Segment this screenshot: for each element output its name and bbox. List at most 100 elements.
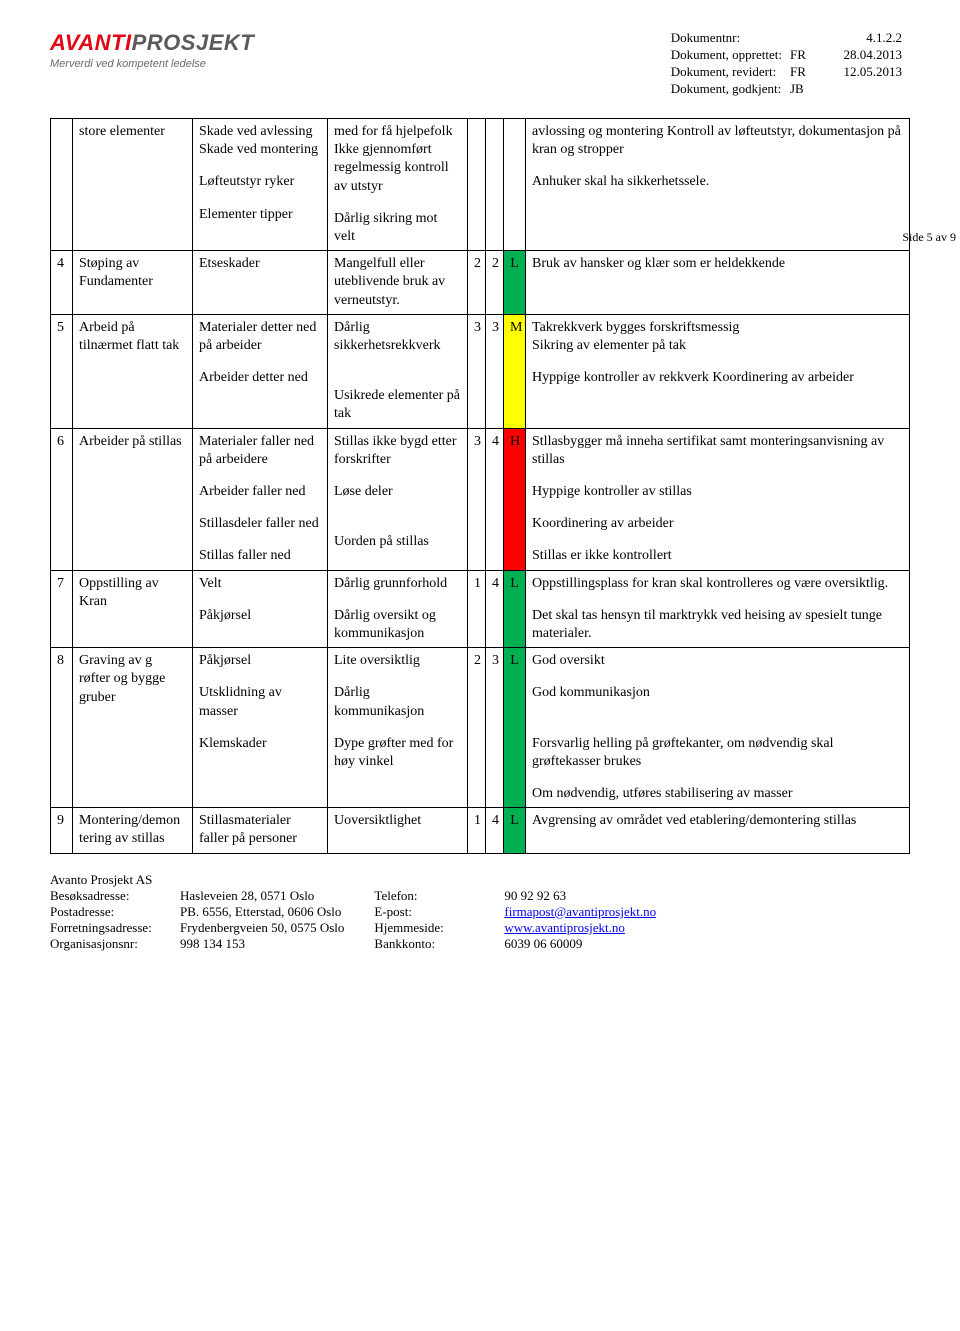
cell-paragraph: 3 [474, 433, 479, 451]
consequence-cell: 3 [486, 314, 504, 428]
footer-label: Postadresse: [50, 904, 180, 920]
cell-paragraph: God kommunikasjon [532, 684, 903, 702]
footer-label: Besøksadresse: [50, 888, 180, 904]
risk-cell [504, 119, 526, 251]
logo-part-2: PROSJEKT [132, 30, 255, 55]
cell-paragraph: L [510, 575, 519, 593]
footer-value: Hasleveien 28, 0571 Oslo [180, 888, 314, 903]
footer-website-link[interactable]: www.avantiprosjekt.no [504, 920, 624, 935]
measure-cell: Stllasbygger må inneha sertifikat samt m… [526, 428, 910, 570]
measure-cell: God oversikt God kommunikasjon Forsvarlig … [526, 648, 910, 808]
cause-cell: med for få hjelpefolk Ikke gjennomført r… [328, 119, 468, 251]
cell-paragraph: 5 [57, 319, 66, 337]
hazard-cell: Materialer detter ned på arbeiderArbeide… [193, 314, 328, 428]
footer-line: Bankkonto:6039 06 60009 [374, 936, 656, 952]
cell-paragraph: Stillas ikke bygd etter forskrifter [334, 433, 461, 469]
cell-paragraph: Dårlig kommunikasjon [334, 684, 461, 720]
hazard-cell: Materialer faller ned på arbeidereArbeid… [193, 428, 328, 570]
cell-paragraph: 3 [492, 652, 497, 670]
risk-table: store elementerSkade ved avlessingSkade … [50, 118, 910, 854]
meta-val: 28.04.2013 [830, 47, 910, 64]
cell-paragraph: L [510, 812, 519, 830]
footer-label: Hjemmeside: [374, 920, 504, 936]
cell-paragraph: Dårlig oversikt og kommunikasjon [334, 607, 461, 643]
cell-paragraph: Arbeider på stillas [79, 433, 186, 451]
cell-paragraph: God oversikt [532, 652, 903, 670]
probability-cell: 3 [468, 314, 486, 428]
footer-line: Hjemmeside:www.avantiprosjekt.no [374, 920, 656, 936]
cell-paragraph: Dårlig grunnforhold [334, 575, 461, 593]
cell-paragraph: Etseskader [199, 255, 321, 273]
cell-paragraph: Velt [199, 575, 321, 593]
footer-value: 90 92 92 63 [504, 888, 566, 903]
risk-cell: L [504, 648, 526, 808]
cell-paragraph: Takrekkverk bygges forskriftsmessigSikri… [532, 319, 903, 355]
cell-paragraph: Løse deler [334, 483, 461, 501]
footer-left: Avanto Prosjekt AS Besøksadresse:Hasleve… [50, 872, 344, 952]
cell-paragraph: 9 [57, 812, 66, 830]
hazard-cell: Velt Påkjørsel [193, 570, 328, 648]
page-number: Side 5 av 9 [902, 230, 956, 245]
meta-mid: FR [790, 47, 830, 64]
footer-line: Organisasjonsnr:998 134 153 [50, 936, 344, 952]
cell-paragraph: Stillas er ikke kontrollert [532, 547, 903, 565]
footer-label: E-post: [374, 904, 504, 920]
cause-cell: Mangelfull eller uteblivende bruk av ver… [328, 251, 468, 315]
table-row: 4Støping av FundamenterEtseskaderMangelf… [51, 251, 910, 315]
activity-cell: Arbeider på stillas [73, 428, 193, 570]
cell-paragraph: 2 [474, 255, 479, 273]
hazard-cell: Stillasmaterialer faller på personer [193, 808, 328, 853]
activity-cell: store elementer [73, 119, 193, 251]
cell-paragraph: 1 [474, 575, 479, 593]
logo-tagline: Merverdi ved kompetent ledelse [50, 58, 254, 70]
table-row: store elementerSkade ved avlessingSkade … [51, 119, 910, 251]
cause-cell: Dårlig grunnforhold Dårlig oversikt og ko… [328, 570, 468, 648]
cell-paragraph: 4 [492, 433, 497, 451]
footer-value: 6039 06 60009 [504, 936, 582, 951]
cell-paragraph: Utsklidning av masser [199, 684, 321, 720]
hazard-cell: Etseskader [193, 251, 328, 315]
row-number: 8 [51, 648, 73, 808]
meta-row: Dokumentnr: 4.1.2.2 [671, 30, 910, 47]
measure-cell: Oppstillingsplass for kran skal kontroll… [526, 570, 910, 648]
cell-paragraph: Det skal tas hensyn til marktrykk ved he… [532, 607, 903, 643]
cell-paragraph: store elementer [79, 123, 186, 141]
probability-cell [468, 119, 486, 251]
probability-cell: 1 [468, 808, 486, 853]
footer-label: Forretningsadresse: [50, 920, 180, 936]
row-number: 9 [51, 808, 73, 853]
risk-cell: L [504, 251, 526, 315]
cell-paragraph: L [510, 255, 519, 273]
logo: AVANTIPROSJEKT Merverdi ved kompetent le… [50, 30, 254, 70]
meta-val [830, 81, 910, 98]
logo-text: AVANTIPROSJEKT [50, 30, 254, 56]
row-number: 6 [51, 428, 73, 570]
meta-mid: JB [790, 81, 830, 98]
probability-cell: 3 [468, 428, 486, 570]
cell-paragraph: med for få hjelpefolk Ikke gjennomført r… [334, 123, 461, 196]
footer-line: Postadresse:PB. 6556, Etterstad, 0606 Os… [50, 904, 344, 920]
page-header: AVANTIPROSJEKT Merverdi ved kompetent le… [50, 30, 910, 98]
measure-cell: Avgrensing av området ved etablering/dem… [526, 808, 910, 853]
meta-label: Dokument, revidert: [671, 64, 790, 81]
cell-paragraph: Arbeider detter ned [199, 369, 321, 387]
metadata-table: Dokumentnr: 4.1.2.2 Dokument, opprettet:… [671, 30, 910, 98]
cell-paragraph: 3 [474, 319, 479, 337]
cell-paragraph: Koordinering av arbeider [532, 515, 903, 533]
measure-cell: avlossing og montering Kontroll av løfte… [526, 119, 910, 251]
cell-paragraph: Oppstilling av Kran [79, 575, 186, 611]
footer-line: Telefon:90 92 92 63 [374, 888, 656, 904]
cell-paragraph: Stllasbygger må inneha sertifikat samt m… [532, 433, 903, 469]
cell-paragraph: Forsvarlig helling på grøftekanter, om n… [532, 717, 903, 772]
activity-cell: Montering/demon tering av stillas [73, 808, 193, 853]
cell-paragraph: Stillasdeler faller ned [199, 515, 321, 533]
cell-paragraph: Påkjørsel [199, 607, 321, 625]
meta-label: Dokument, opprettet: [671, 47, 790, 64]
footer-email-link[interactable]: firmapost@avantiprosjekt.no [504, 904, 656, 919]
activity-cell: Arbeid på tilnærmet flatt tak [73, 314, 193, 428]
cell-paragraph: Graving av g røfter og bygge gruber [79, 652, 186, 707]
meta-row: Dokument, opprettet: FR 28.04.2013 [671, 47, 910, 64]
footer-value: Frydenbergveien 50, 0575 Oslo [180, 920, 344, 935]
cell-paragraph: Montering/demon tering av stillas [79, 812, 186, 848]
probability-cell: 1 [468, 570, 486, 648]
